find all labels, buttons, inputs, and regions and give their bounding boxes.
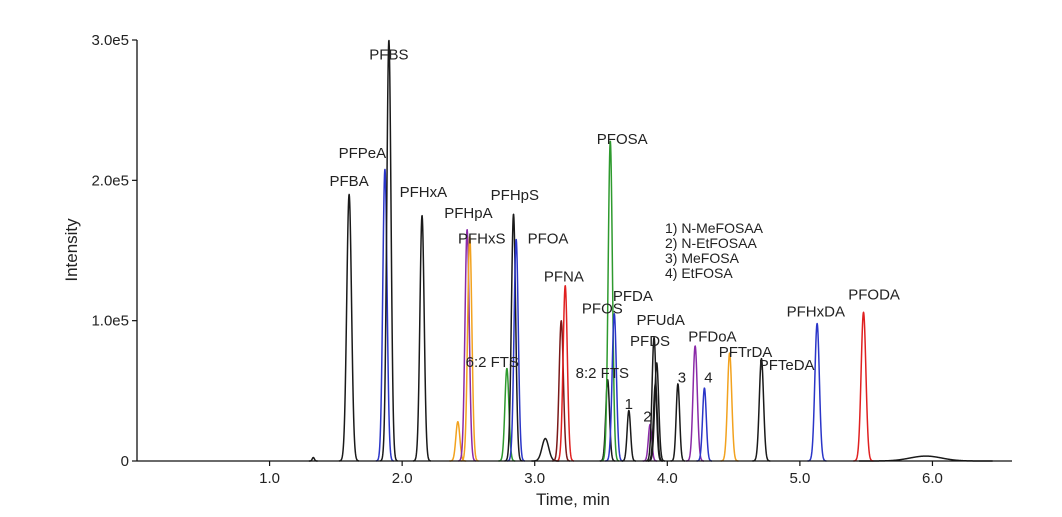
compound-key-line: 2) N-EtFOSAA [665,235,757,251]
trace-group [308,39,994,462]
peak-label-8-2-fts: 8:2 FTS [576,365,629,382]
peak-label-pfdoa: PFDoA [688,329,736,346]
baseline-bump-1 [858,455,994,462]
peak-pfos [604,313,624,462]
peak-label-pfoda: PFODA [848,287,900,304]
peak-label-pfoa: PFOA [528,230,569,247]
peak-8-2-fts [599,378,616,462]
peak-label-pfos: PFOS [582,301,623,318]
peak-label-pfosa: PFOSA [597,131,648,148]
y-axis-title: Intensity [62,218,81,282]
peak-6 [460,236,480,462]
peak-pfna [555,285,575,462]
peak-pfpea [375,168,395,462]
axes [136,40,1012,462]
peak-label-pfteda: PFTeDA [759,357,815,374]
y-tick-label: 3.0e5 [91,32,129,49]
peak-pfhxs [506,238,526,462]
peak-4 [695,387,713,462]
peak-label-pfds: PFDS [630,333,670,350]
peak-pfteda [751,357,771,462]
peak-pftrda [719,352,739,462]
x-tick-label: 2.0 [392,470,413,487]
x-tick-label: 6.0 [922,470,943,487]
compound-key-line: 3) MeFOSA [665,250,740,266]
peak-label-pfda: PFDA [613,288,653,305]
peak-label-pfhxa: PFHxA [400,184,448,201]
peak-1 [620,409,637,462]
peak-label-6-2-fts: 6:2 FTS [466,354,519,371]
peak-pfosa [600,140,620,462]
x-axis-title: Time, min [536,490,610,509]
peak-label-pfhps: PFHpS [491,187,539,204]
compound-key-line: 4) EtFOSA [665,265,733,281]
peak-label-2: 2 [643,409,651,426]
peak-pfhxda [806,322,827,462]
peak-6-2-fts [497,367,516,462]
x-tick-label: 1.0 [259,470,280,487]
peak-label-3: 3 [678,369,686,386]
peak-label-pfhxs: PFHxS [458,230,506,247]
peak-label-1: 1 [625,396,633,413]
peak-pfba [338,193,360,462]
peak-label-pfuda: PFUdA [636,312,684,329]
peak-pfds [646,383,664,462]
peak-pfoa [551,320,571,462]
ticks: 1.0 2.0 3.0 4.0 5.0 6.0 0 1.0e5 2.0e5 3.0e5 [91,32,942,487]
peak-label-pfbs: PFBS [369,47,408,64]
peak-pfhps [503,213,523,462]
x-tick-label: 3.0 [524,470,545,487]
peak-pfoda [852,311,874,462]
peak-pfdoa [685,345,705,462]
peak-label-pfhpa: PFHpA [444,205,492,222]
x-tick-label: 5.0 [789,470,810,487]
peak-label-pfpea: PFPeA [339,145,387,162]
peak-label-pftrda: PFTrDA [719,344,773,361]
y-tick-label: 2.0e5 [91,172,129,189]
peak-label-pfhxda: PFHxDA [787,303,845,320]
peak-3 [669,383,686,462]
peak-pfhxa [412,214,432,462]
y-tick-label: 1.0e5 [91,313,129,330]
peak-label-pfna: PFNA [544,268,584,285]
y-tick-label: 0 [121,453,129,470]
peak-pfhpa [457,228,477,462]
compound-key-line: 1) N-MeFOSAA [665,220,764,236]
peak-label-pfba: PFBA [330,173,369,190]
x-tick-label: 4.0 [657,470,678,487]
peak-label-4: 4 [704,369,712,386]
peak-pfbs [379,39,399,462]
